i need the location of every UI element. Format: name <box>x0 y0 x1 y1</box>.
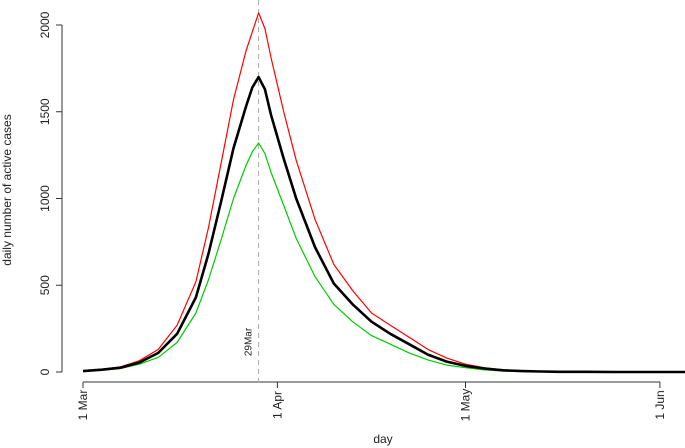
x-axis: 1 Mar 1 Apr 1 May 1 Jun <box>76 381 667 422</box>
y-tick-label-0: 0 <box>38 368 52 375</box>
y-tick-label-1: 500 <box>38 275 52 295</box>
series-group <box>82 12 685 374</box>
y-tick-label-2: 1000 <box>38 185 52 212</box>
x-tick-label-3: 1 Jun <box>653 390 667 419</box>
y-axis: 0 500 1000 1500 2000 <box>38 11 63 375</box>
series-central-line <box>82 75 685 374</box>
x-tick-label-0: 1 Mar <box>76 390 90 421</box>
peak-date-label: 29Mar <box>244 327 255 356</box>
x-tick-label-2: 1 May <box>459 389 473 422</box>
y-axis-title: daily number of active cases <box>0 114 14 265</box>
annotation-group: 29Mar <box>244 0 260 386</box>
y-tick-label-4: 2000 <box>38 11 52 38</box>
y-tick-label-3: 1500 <box>38 98 52 125</box>
series-upper-line <box>82 12 685 373</box>
x-axis-title: day <box>373 432 392 446</box>
x-tick-label-1: 1 Apr <box>270 391 284 419</box>
